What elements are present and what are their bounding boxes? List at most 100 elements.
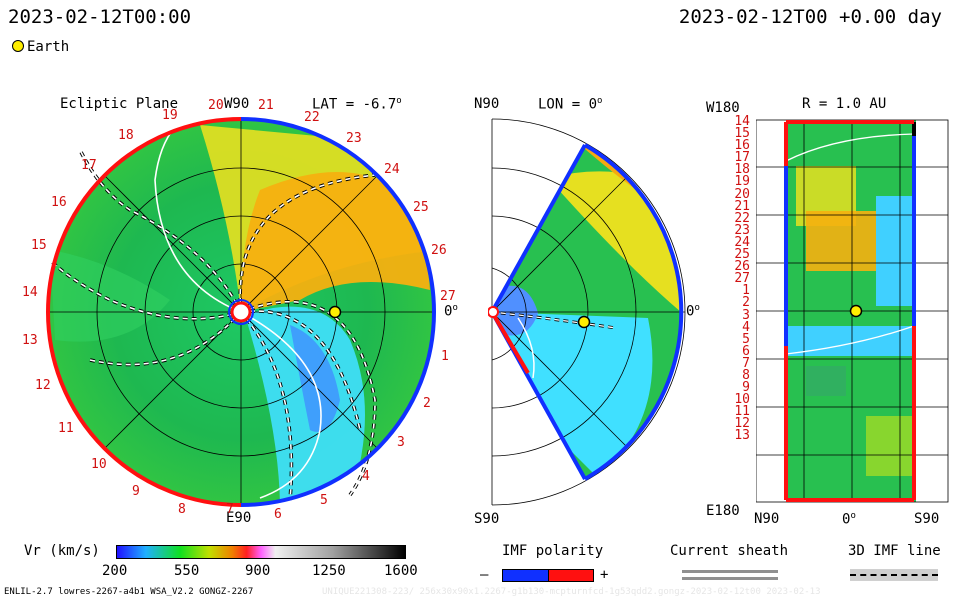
row-label: 25 <box>734 247 750 263</box>
row-label: 15 <box>734 126 750 142</box>
earth-icon <box>12 40 24 52</box>
colorbar-tick: 900 <box>245 563 271 579</box>
sector-label: 3 <box>397 435 405 450</box>
meridional-top-label: N90 <box>474 96 500 112</box>
sector-label: 17 <box>81 158 97 173</box>
row-label: 9 <box>742 380 750 396</box>
r-map-x-label: S90 <box>914 511 940 527</box>
earth-legend: Earth <box>12 39 69 55</box>
row-label: 2 <box>742 295 750 311</box>
sector-label: 20 <box>208 98 224 113</box>
earth-marker-ecliptic <box>328 305 342 319</box>
row-label: 14 <box>734 114 750 129</box>
lon-label: LON = 0o <box>538 96 603 113</box>
r-map-plot <box>756 119 949 503</box>
sector-label: 13 <box>22 333 38 348</box>
r-map-x-label: N90 <box>754 511 780 527</box>
imf-negative-swatch <box>502 569 550 582</box>
model-footer: ENLIL-2.7 lowres-2267-a4b1 WSA_V2.2 GONG… <box>4 587 254 597</box>
row-label: 22 <box>734 210 750 226</box>
sector-label: 9 <box>132 484 140 499</box>
run-id-watermark: UNIQUE221308-223/ 256x30x90x1.2267-g1b13… <box>322 587 821 597</box>
sector-label: 8 <box>178 502 186 517</box>
sector-label: 23 <box>346 131 362 146</box>
ecliptic-plane-plot <box>46 117 436 507</box>
earth-label: Earth <box>27 39 70 55</box>
row-label: 20 <box>734 186 750 202</box>
row-label: 18 <box>734 162 750 178</box>
row-label: 7 <box>742 355 750 371</box>
imf-positive-swatch <box>548 569 594 582</box>
row-label: 8 <box>742 367 750 383</box>
colorbar-tick: 1250 <box>312 563 346 579</box>
sector-label: 16 <box>51 195 67 210</box>
sector-label: 24 <box>384 162 400 177</box>
vr-colorbar <box>116 545 406 559</box>
row-label: 21 <box>734 198 750 214</box>
sector-label: 2 <box>423 396 431 411</box>
sector-label: 10 <box>91 457 107 472</box>
sector-label: 27 <box>440 289 456 304</box>
sector-label: 1 <box>441 349 449 364</box>
imf-polarity-title: IMF polarity <box>502 543 604 559</box>
sector-label: 7 <box>226 502 234 517</box>
ecliptic-title: Ecliptic Plane <box>60 96 179 112</box>
sector-label: 25 <box>413 200 429 215</box>
r-map-top-left-label: W180 <box>706 100 740 116</box>
row-label: 4 <box>742 319 750 335</box>
imf-line-swatch <box>850 569 938 581</box>
current-sheath-line <box>682 570 778 573</box>
row-label: 16 <box>734 138 750 154</box>
row-label: 17 <box>734 150 750 166</box>
r-map-bottom-left-label: E180 <box>706 503 740 519</box>
imf-polarity-minus: – <box>480 567 489 583</box>
sector-label: 19 <box>162 108 178 123</box>
sector-label: 15 <box>31 238 47 253</box>
ecliptic-positive-arc <box>46 117 242 507</box>
row-label: 12 <box>734 416 750 432</box>
sector-label: 4 <box>362 469 370 484</box>
earth-marker-meridional <box>577 315 591 329</box>
sector-label: 18 <box>118 128 134 143</box>
sector-label: 5 <box>320 493 328 508</box>
colorbar-tick: 550 <box>174 563 200 579</box>
row-label: 23 <box>734 222 750 238</box>
row-label: 10 <box>734 392 750 408</box>
imf-polarity-plus: + <box>600 567 609 583</box>
timestamp-title: 2023-02-12T00:00 <box>8 6 192 28</box>
sector-label: 22 <box>304 110 320 125</box>
row-label: 26 <box>734 259 750 275</box>
meridional-plane-plot <box>488 118 686 506</box>
row-label: 19 <box>734 174 750 190</box>
ecliptic-right-label: 0o <box>444 303 458 320</box>
colorbar-tick: 1600 <box>384 563 418 579</box>
meridional-bottom-label: S90 <box>474 511 500 527</box>
row-label: 27 <box>734 271 750 287</box>
ecliptic-negative-arc <box>240 117 436 507</box>
row-label: 13 <box>734 428 750 444</box>
ecliptic-bottom-label: E90 <box>226 510 252 526</box>
sector-label: 6 <box>274 507 282 522</box>
row-label: 5 <box>742 331 750 347</box>
row-label: 3 <box>742 307 750 323</box>
meridional-right-label: 0o <box>686 303 700 320</box>
ecliptic-top-label: W90 <box>224 96 250 112</box>
row-label: 24 <box>734 234 750 250</box>
lat-label: LAT = -6.7o <box>312 96 402 113</box>
r-map-row-labels: 14 15 16 17 18 19 20 21 22 23 24 25 26 2… <box>726 114 750 444</box>
run-time-title: 2023-02-12T00 +0.00 day <box>678 6 942 28</box>
row-label: 6 <box>742 343 750 359</box>
r-map-title: R = 1.0 AU <box>802 96 887 112</box>
current-sheath-line <box>682 577 778 580</box>
earth-marker-r-map <box>849 304 863 318</box>
imf-line-title: 3D IMF line <box>848 543 941 559</box>
row-label: 11 <box>734 404 750 420</box>
colorbar-label: Vr (km/s) <box>24 543 100 559</box>
colorbar-tick: 200 <box>102 563 128 579</box>
sector-label: 26 <box>431 243 447 258</box>
sector-label: 21 <box>258 98 274 113</box>
row-label: 1 <box>742 283 750 299</box>
r-map-x-label: 0o <box>842 511 856 528</box>
sector-label: 12 <box>35 378 51 393</box>
current-sheath-title: Current sheath <box>670 543 789 559</box>
